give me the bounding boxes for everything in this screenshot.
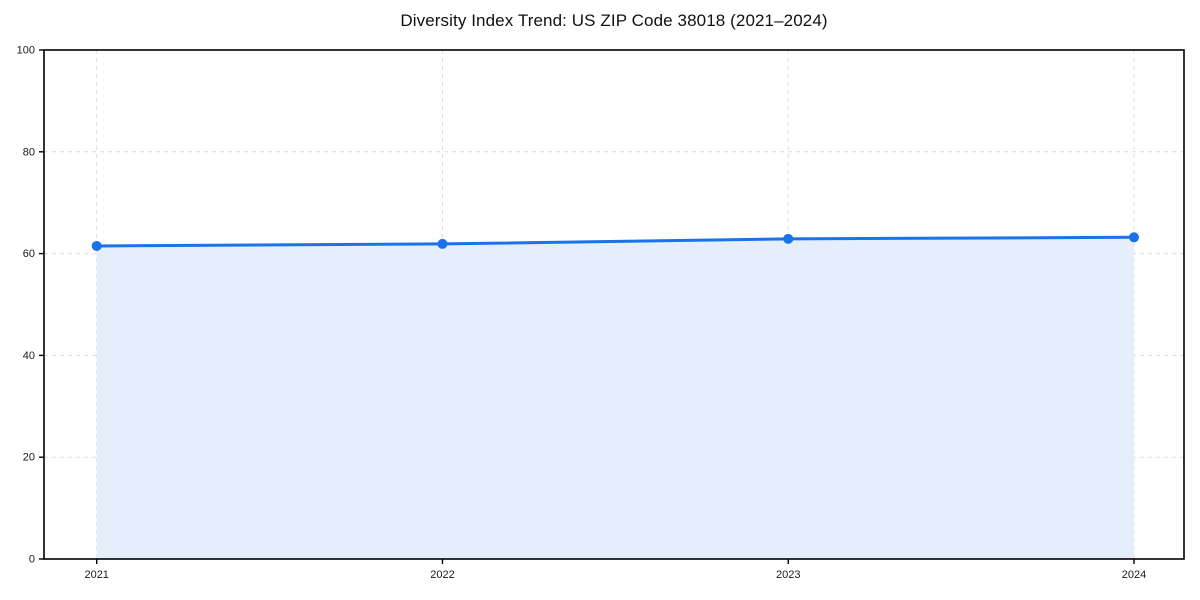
- x-tick-label: 2024: [1122, 569, 1146, 581]
- plot-border: [43, 49, 1185, 560]
- y-tick-label: 20: [23, 452, 35, 464]
- y-tick-label: 40: [23, 350, 35, 362]
- trend-line: [95, 235, 1136, 248]
- x-tick-label: 2023: [776, 569, 800, 581]
- y-tick-label: 60: [23, 248, 35, 260]
- data-point: [1129, 232, 1139, 243]
- y-tick-label: 100: [17, 45, 35, 57]
- y-tick-label: 0: [29, 554, 35, 566]
- x-tick-label: 2021: [84, 569, 108, 581]
- x-tick-label: 2022: [430, 569, 454, 581]
- data-point: [783, 233, 794, 244]
- y-tick-label: 80: [23, 146, 35, 158]
- chart-title: Diversity Index Trend: US ZIP Code 38018…: [400, 11, 828, 30]
- area-fill: [96, 237, 1135, 559]
- data-point: [437, 238, 448, 249]
- data-point: [91, 240, 102, 251]
